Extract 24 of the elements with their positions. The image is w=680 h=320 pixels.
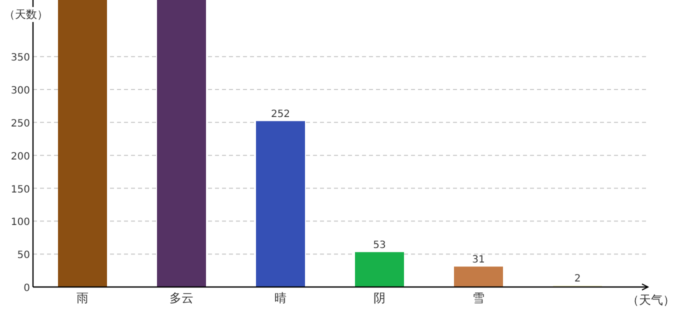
x-axis-title: （天气） — [627, 293, 675, 307]
x-tick-label: 晴 — [274, 291, 286, 305]
y-tick-label: 0 — [24, 283, 30, 294]
bar — [58, 0, 107, 287]
bar — [157, 0, 206, 287]
y-tick-label: 150 — [10, 184, 30, 196]
y-tick-label: 50 — [17, 250, 30, 262]
data-label: 31 — [472, 254, 485, 266]
x-tick-label: 阴 — [374, 291, 386, 305]
data-label: 53 — [373, 240, 386, 252]
y-tick-label: 300 — [10, 86, 30, 97]
x-tick-label: 雪 — [472, 291, 484, 305]
y-tick-label: 250 — [10, 118, 30, 130]
bar — [355, 252, 404, 287]
y-axis-title: （天数） — [4, 8, 48, 21]
y-tick-label: 100 — [10, 217, 30, 228]
data-label: 252 — [270, 109, 290, 120]
bar — [256, 121, 305, 287]
x-tick-label: 多云 — [170, 291, 194, 305]
data-label: 2 — [574, 274, 581, 285]
y-tick-label: 350 — [10, 52, 30, 64]
y-tick-label: 200 — [10, 151, 30, 162]
x-tick-label: 雨 — [76, 291, 88, 305]
bar — [454, 266, 503, 287]
